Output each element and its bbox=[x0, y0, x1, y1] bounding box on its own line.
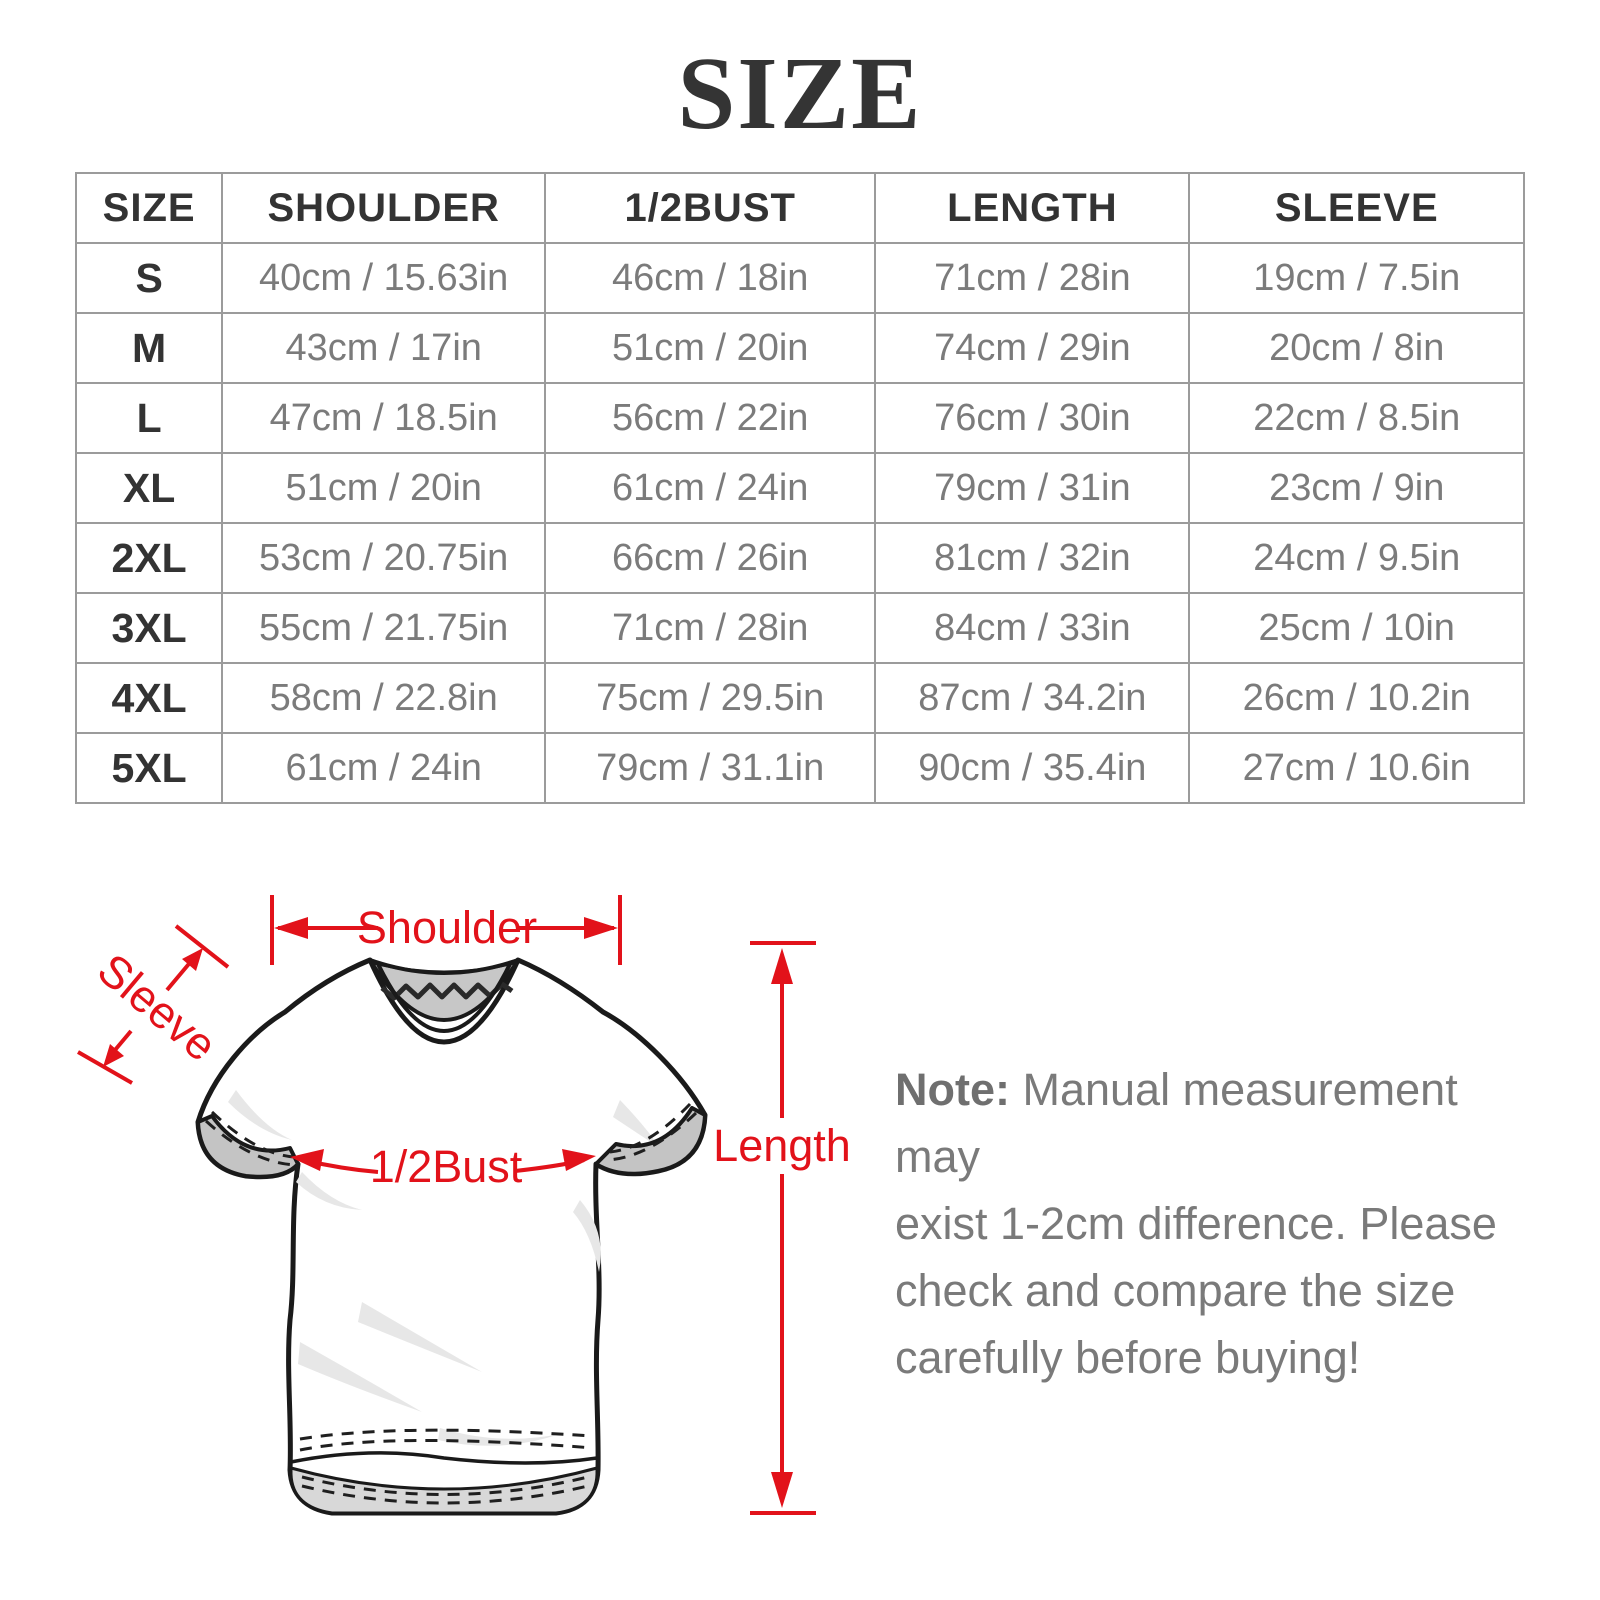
right-cuff-stitch bbox=[607, 1111, 698, 1162]
table-header-row: SIZE SHOULDER 1/2BUST LENGTH SLEEVE bbox=[74, 172, 1525, 244]
table-cell: 79cm / 31in bbox=[874, 452, 1191, 524]
bust-arrow: 1/2Bust bbox=[290, 1141, 596, 1192]
wrinkle-shade bbox=[573, 1200, 601, 1272]
table-cell: 61cm / 24in bbox=[221, 732, 547, 804]
table-cell: 23cm / 9in bbox=[1188, 452, 1525, 524]
table-cell: 81cm / 32in bbox=[874, 522, 1191, 594]
row-label: 4XL bbox=[74, 662, 224, 734]
table-cell: 56cm / 22in bbox=[544, 382, 877, 454]
table-row: S 40cm / 15.63in 46cm / 18in 71cm / 28in… bbox=[74, 242, 1525, 314]
column-header-bust: 1/2BUST bbox=[544, 172, 877, 244]
right-cuff-stitch bbox=[609, 1102, 692, 1154]
page-title: SIZE bbox=[677, 36, 923, 151]
note-text: Note: Manual measurement may exist 1-2cm… bbox=[895, 1056, 1555, 1391]
table-cell: 27cm / 10.6in bbox=[1188, 732, 1525, 804]
note-line: exist 1-2cm difference. Please bbox=[895, 1198, 1497, 1249]
table-cell: 71cm / 28in bbox=[544, 592, 877, 664]
wrinkle-shade bbox=[228, 1090, 292, 1140]
shoulder-label: Shoulder bbox=[357, 902, 537, 953]
table-cell: 55cm / 21.75in bbox=[221, 592, 547, 664]
table-row: 5XL 61cm / 24in 79cm / 31.1in 90cm / 35.… bbox=[74, 732, 1525, 804]
table-row: M 43cm / 17in 51cm / 20in 74cm / 29in 20… bbox=[74, 312, 1525, 384]
row-label: M bbox=[74, 312, 224, 384]
column-header-shoulder: SHOULDER bbox=[221, 172, 547, 244]
table-cell: 43cm / 17in bbox=[221, 312, 547, 384]
table-cell: 25cm / 10in bbox=[1188, 592, 1525, 664]
column-header-size: SIZE bbox=[74, 172, 224, 244]
hem-stitch bbox=[299, 1428, 592, 1441]
left-cuff-stitch bbox=[210, 1110, 295, 1159]
table-cell: 51cm / 20in bbox=[544, 312, 877, 384]
table-cell: 75cm / 29.5in bbox=[544, 662, 877, 734]
table-cell: 24cm / 9.5in bbox=[1188, 522, 1525, 594]
row-label: L bbox=[74, 382, 224, 454]
table-cell: 51cm / 20in bbox=[221, 452, 547, 524]
left-sleeve-cuff bbox=[196, 1114, 300, 1179]
note-label: Note: bbox=[895, 1064, 1010, 1115]
table-cell: 90cm / 35.4in bbox=[874, 732, 1191, 804]
table-cell: 74cm / 29in bbox=[874, 312, 1191, 384]
length-arrow: Length bbox=[713, 941, 851, 1515]
bust-label: 1/2Bust bbox=[370, 1141, 523, 1192]
size-table: SIZE SHOULDER 1/2BUST LENGTH SLEEVE S 40… bbox=[74, 172, 1525, 804]
hem-band bbox=[289, 1466, 599, 1515]
table-cell: 19cm / 7.5in bbox=[1188, 242, 1525, 314]
table-row: 3XL 55cm / 21.75in 71cm / 28in 84cm / 33… bbox=[74, 592, 1525, 664]
length-label: Length bbox=[713, 1120, 851, 1171]
row-label: XL bbox=[74, 452, 224, 524]
wrinkle-shade bbox=[613, 1100, 660, 1148]
wrinkle-shade bbox=[358, 1302, 482, 1372]
hem-fold-line bbox=[289, 1451, 599, 1465]
left-cuff-stitch bbox=[204, 1119, 297, 1167]
shoulder-arrow: Shoulder bbox=[270, 895, 622, 965]
sleeve-arrow: Sleeve bbox=[77, 924, 230, 1085]
row-label: 2XL bbox=[74, 522, 224, 594]
table-cell: 84cm / 33in bbox=[874, 592, 1191, 664]
column-header-sleeve: SLEEVE bbox=[1188, 172, 1525, 244]
tshirt-illustration bbox=[195, 957, 708, 1516]
note-line: Note: Manual measurement may bbox=[895, 1064, 1458, 1182]
column-header-length: LENGTH bbox=[874, 172, 1191, 244]
table-cell: 61cm / 24in bbox=[544, 452, 877, 524]
collar-band-inner bbox=[376, 962, 512, 1033]
wrinkle-shade bbox=[296, 1172, 362, 1210]
hem-stitch bbox=[299, 1438, 594, 1452]
row-label: S bbox=[74, 242, 224, 314]
table-cell: 26cm / 10.2in bbox=[1188, 662, 1525, 734]
note-line: check and compare the size bbox=[895, 1265, 1456, 1316]
table-cell: 20cm / 8in bbox=[1188, 312, 1525, 384]
wrinkle-shade bbox=[298, 1342, 422, 1412]
row-label: 3XL bbox=[74, 592, 224, 664]
table-row: 2XL 53cm / 20.75in 66cm / 26in 81cm / 32… bbox=[74, 522, 1525, 594]
table-row: 4XL 58cm / 22.8in 75cm / 29.5in 87cm / 3… bbox=[74, 662, 1525, 734]
table-cell: 47cm / 18.5in bbox=[221, 382, 547, 454]
size-diagram: Shoulder Sleeve 1/2Bust bbox=[77, 895, 851, 1516]
table-cell: 87cm / 34.2in bbox=[874, 662, 1191, 734]
table-cell: 71cm / 28in bbox=[874, 242, 1191, 314]
table-cell: 46cm / 18in bbox=[544, 242, 877, 314]
table-cell: 22cm / 8.5in bbox=[1188, 382, 1525, 454]
table-cell: 79cm / 31.1in bbox=[544, 732, 877, 804]
table-row: L 47cm / 18.5in 56cm / 22in 76cm / 30in … bbox=[74, 382, 1525, 454]
table-cell: 58cm / 22.8in bbox=[221, 662, 547, 734]
table-cell: 76cm / 30in bbox=[874, 382, 1191, 454]
row-label: 5XL bbox=[74, 732, 224, 804]
collar-rim bbox=[372, 961, 516, 974]
note-line: carefully before buying! bbox=[895, 1332, 1361, 1383]
table-cell: 66cm / 26in bbox=[544, 522, 877, 594]
table-cell: 53cm / 20.75in bbox=[221, 522, 547, 594]
table-row: XL 51cm / 20in 61cm / 24in 79cm / 31in 2… bbox=[74, 452, 1525, 524]
table-cell: 40cm / 15.63in bbox=[221, 242, 547, 314]
